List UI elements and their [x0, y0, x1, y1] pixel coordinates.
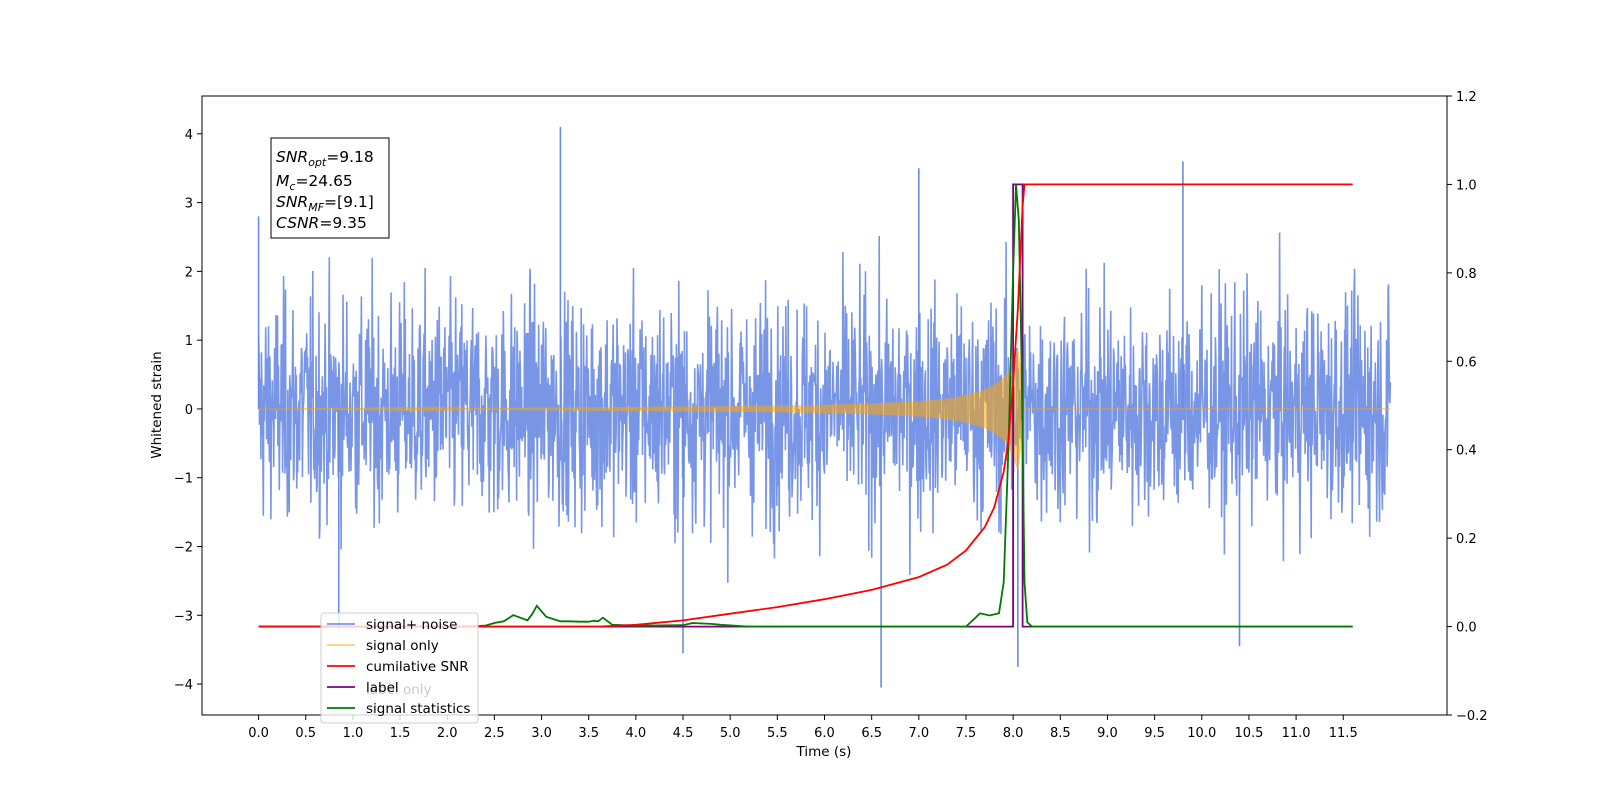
- y-tick-label: 2: [185, 265, 193, 280]
- snr-mf-main: SNR: [276, 193, 308, 211]
- x-tick-label: 10.5: [1234, 726, 1263, 741]
- y-tick-label: −4: [174, 678, 193, 693]
- y2-tick-label: 0.8: [1456, 267, 1477, 282]
- y2-tick-label: −0.2: [1456, 709, 1488, 724]
- x-tick-label: 3.0: [531, 726, 552, 741]
- legend-label: signal statistics: [366, 701, 470, 717]
- x-tick-label: 0.5: [295, 726, 316, 741]
- y-tick-label: −2: [174, 540, 193, 555]
- x-tick-label: 11.5: [1329, 726, 1358, 741]
- x-tick-label: 9.0: [1097, 726, 1118, 741]
- cumulative-snr-line: [258, 183, 1353, 628]
- x-tick-label: 7.0: [908, 726, 929, 741]
- annotation-snr-mf: SNRMF=[9.1]: [276, 193, 374, 214]
- x-tick-label: 7.5: [956, 726, 977, 741]
- y2-axis-ticks: −0.2 0.0 0.2 0.4 0.6 0.8 1.0 1.2: [1447, 90, 1488, 724]
- y-tick-label: −3: [174, 609, 193, 624]
- x-tick-label: 2.0: [437, 726, 458, 741]
- y-tick-label: 1: [185, 334, 193, 349]
- signal-only-series: [258, 347, 1391, 470]
- x-tick-label: 4.5: [673, 726, 694, 741]
- x-tick-label: 8.0: [1003, 726, 1024, 741]
- x-axis-label: Time (s): [796, 744, 852, 760]
- annotation-box: SNRopt=9.18 Mc=24.65 SNRMF=[9.1] CSNR=9.…: [270, 137, 390, 239]
- x-tick-label: 3.5: [578, 726, 599, 741]
- x-tick-label: 1.5: [390, 726, 411, 741]
- legend-ghost-label: label only: [366, 682, 432, 698]
- y-tick-label: 4: [185, 128, 193, 143]
- x-tick-label: 5.5: [767, 726, 788, 741]
- x-tick-label: 0.0: [248, 726, 269, 741]
- signal-noise-line: [257, 232, 1392, 583]
- x-tick-label: 2.5: [484, 726, 505, 741]
- y-tick-label: 3: [185, 197, 193, 212]
- y2-tick-label: 0.6: [1456, 355, 1477, 370]
- legend-label: signal+ noise: [366, 617, 457, 633]
- overlay-series: [258, 183, 1353, 628]
- annotation-mc: Mc=24.65: [276, 172, 353, 193]
- annotation-frame: [270, 137, 390, 239]
- y-tick-label: −1: [174, 472, 193, 487]
- annotation-csnr: CSNR=9.35: [276, 214, 367, 232]
- signal-noise-series: [257, 126, 1392, 688]
- y-axis-label: Whitened strain: [149, 351, 165, 458]
- y2-tick-label: 1.2: [1456, 90, 1477, 105]
- mc-sub: c: [289, 180, 295, 193]
- y2-tick-label: 1.0: [1456, 178, 1477, 193]
- legend-label: cumilative SNR: [366, 659, 469, 675]
- snr-mf-sub: MF: [308, 201, 324, 214]
- csnr-main: CSNR: [276, 214, 319, 232]
- csnr-value: =9.35: [319, 214, 367, 232]
- snr-mf-value: =[9.1]: [324, 193, 374, 211]
- y2-tick-label: 0.0: [1456, 621, 1477, 636]
- x-tick-label: 11.0: [1282, 726, 1311, 741]
- mc-main: M: [276, 172, 289, 190]
- x-tick-label: 6.0: [814, 726, 835, 741]
- x-tick-label: 1.0: [343, 726, 364, 741]
- snr-opt-main: SNR: [276, 148, 308, 166]
- legend-label: signal only: [366, 638, 439, 654]
- annotation-snr-opt: SNRopt=9.18: [276, 148, 374, 169]
- y-axis-ticks: −4 −3 −2 −1 0 1 2 3 4: [174, 128, 202, 693]
- x-tick-label: 6.5: [861, 726, 882, 741]
- y-tick-label: 0: [185, 403, 193, 418]
- legend-label: label: [366, 680, 399, 696]
- x-axis-ticks: 0.0 0.5 1.0 1.5 2.0 2.5 3.0 3.5 4.0 4.5 5.0 5.5 6.0 6…: [248, 715, 1358, 741]
- mc-value: =24.65: [295, 172, 352, 190]
- x-tick-label: 8.5: [1050, 726, 1071, 741]
- legend-frame: [320, 612, 479, 724]
- x-tick-label: 5.0: [720, 726, 741, 741]
- y2-tick-label: 0.4: [1456, 444, 1477, 459]
- signal-only-line: [258, 347, 1391, 470]
- legend: label only signal+ noise signal only cumil…: [320, 612, 479, 724]
- x-tick-label: 9.5: [1144, 726, 1165, 741]
- x-tick-label: 4.0: [626, 726, 647, 741]
- snr-opt-sub: opt: [308, 156, 327, 169]
- y2-tick-label: 0.2: [1456, 532, 1477, 547]
- snr-opt-value: =9.18: [326, 148, 374, 166]
- legend-items: signal+ noise signal only cumilative SNR la…: [327, 617, 470, 717]
- x-tick-label: 10.0: [1187, 726, 1216, 741]
